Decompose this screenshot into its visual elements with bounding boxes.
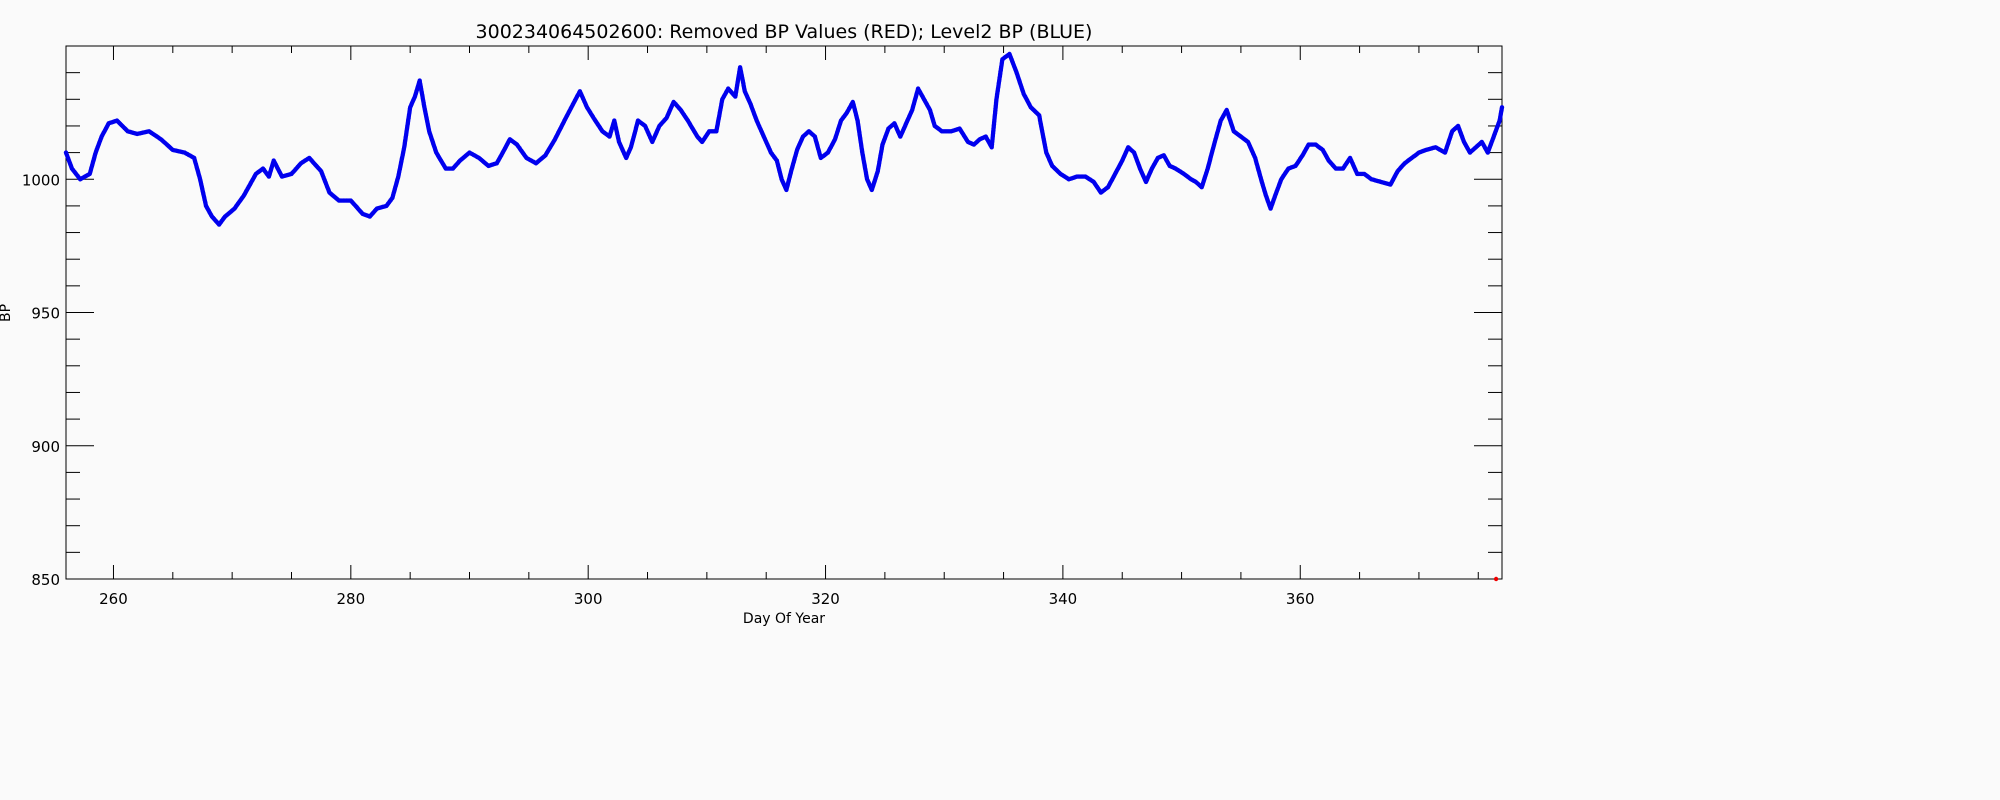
data-points [63, 51, 1505, 582]
x-tick-label: 280 [337, 590, 366, 608]
removed-bp-point [1493, 576, 1499, 582]
bp-scatter-chart: 300234064502600: Removed BP Values (RED)… [0, 21, 1505, 627]
y-tick-label: 950 [31, 305, 60, 323]
x-tick-label: 300 [574, 590, 603, 608]
y-axis-label: BP [0, 304, 14, 322]
x-axis-label: Day Of Year [743, 611, 825, 627]
x-tick-label: 340 [1049, 590, 1078, 608]
chart-title: 300234064502600: Removed BP Values (RED)… [476, 21, 1093, 43]
y-tick-label: 850 [31, 571, 60, 589]
x-tick-label: 260 [99, 590, 128, 608]
y-tick-label: 900 [31, 438, 60, 456]
axis-tick-labels: 260 280 300 320 340 360 850 900 950 1000 [22, 171, 1315, 608]
level2-bp-point [1499, 105, 1505, 110]
y-tick-label: 1000 [22, 171, 60, 189]
axis-ticks [66, 45, 1502, 580]
x-tick-label: 360 [1286, 590, 1315, 608]
plot-frame [65, 45, 1503, 580]
x-tick-label: 320 [811, 590, 840, 608]
